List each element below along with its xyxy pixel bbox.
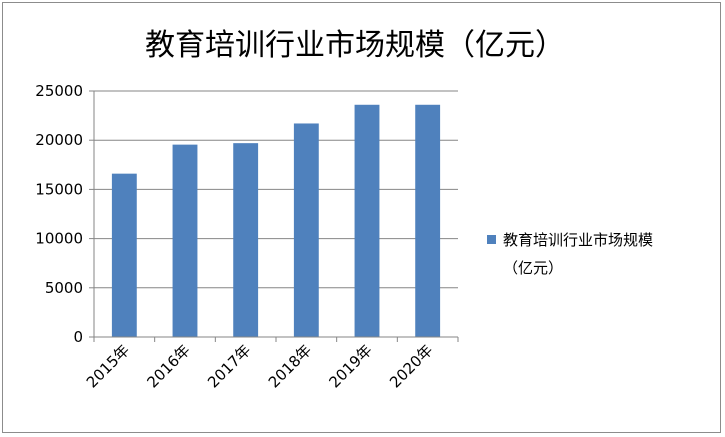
y-tick-label: 20000 bbox=[35, 131, 83, 149]
x-tick-label: 2015年 bbox=[83, 341, 133, 391]
x-tick-label: 2020年 bbox=[386, 341, 436, 391]
legend: 教育培训行业市场规模 （亿元） bbox=[487, 231, 653, 277]
x-tick-label: 2018年 bbox=[265, 341, 315, 391]
legend-label-line1: 教育培训行业市场规模 bbox=[503, 231, 653, 249]
chart-frame: 教育培训行业市场规模（亿元） 0 5000 10000 15000 20000 25000… bbox=[2, 2, 721, 433]
y-tick-label: 10000 bbox=[35, 230, 83, 248]
y-tick-label: 0 bbox=[73, 328, 83, 346]
grid-layer bbox=[94, 90, 458, 289]
legend-label-line2: （亿元） bbox=[503, 259, 563, 277]
bar-layer bbox=[111, 104, 441, 337]
bar bbox=[111, 173, 137, 337]
bar bbox=[293, 123, 319, 337]
y-tick-label: 25000 bbox=[35, 82, 83, 100]
bar bbox=[172, 144, 198, 337]
legend-swatch bbox=[487, 235, 496, 244]
y-tick-label: 5000 bbox=[45, 279, 83, 297]
bar bbox=[415, 104, 441, 337]
x-tick-label: 2016年 bbox=[143, 341, 193, 391]
bar bbox=[233, 143, 259, 337]
x-tick-label: 2019年 bbox=[325, 341, 375, 391]
y-tick-label: 15000 bbox=[35, 180, 83, 198]
chart-title: 教育培训行业市场规模（亿元） bbox=[145, 28, 565, 63]
bar bbox=[354, 104, 380, 337]
x-tick-label: 2017年 bbox=[204, 341, 254, 391]
chart-svg: 教育培训行业市场规模（亿元） 0500010000150002000025000… bbox=[35, 28, 653, 391]
